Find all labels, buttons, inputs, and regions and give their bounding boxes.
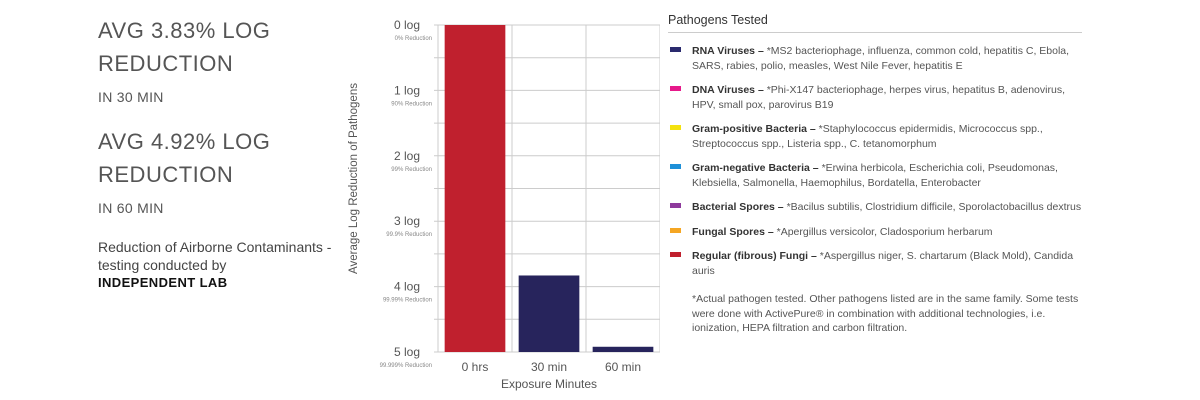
stat-30-min: AVG 3.83% LOG REDUCTION IN 30 MIN <box>98 14 348 105</box>
legend-swatch-icon <box>670 203 681 208</box>
independent-lab-label: INDEPENDENT LAB <box>98 275 228 290</box>
y-tick-label: 0 log <box>394 18 420 32</box>
y-tick-label: 5 log <box>394 345 420 359</box>
legend-item-name: RNA Viruses <box>692 45 756 57</box>
legend-item-name: Regular (fibrous) Fungi <box>692 250 809 262</box>
legend-swatch-icon <box>670 125 681 130</box>
chart-canvas: 0 log 0% Reduction 1 log 90% Reduction 2 log… <box>348 18 660 391</box>
y-tick-sublabel: 99.9% Reduction <box>386 232 432 238</box>
x-axis-title: Exposure Minutes <box>501 377 597 391</box>
legend-item: Fungal Spores – *Apergillus versicolor, … <box>668 225 1082 240</box>
bar-60-min <box>592 346 654 352</box>
log-reduction-chart: 0 log 0% Reduction 1 log 90% Reduction 2 log… <box>340 0 660 400</box>
legend-item-name: Gram-negative Bacteria <box>692 162 810 174</box>
legend-separator: – <box>808 250 820 262</box>
legend-footnote: *Actual pathogen tested. Other pathogens… <box>692 293 1079 334</box>
legend-swatch-icon <box>670 252 681 257</box>
stat-60-min: AVG 4.92% LOG REDUCTION IN 60 MIN <box>98 125 348 216</box>
bar-0-hrs <box>444 25 506 352</box>
legend-swatch-icon <box>670 47 681 52</box>
legend-item-name: Fungal Spores <box>692 225 765 238</box>
legend-item-name: DNA Viruses <box>692 84 756 96</box>
legend-separator: – <box>774 201 787 213</box>
y-tick-sublabel: 0% Reduction <box>395 36 432 42</box>
testing-note: Reduction of Airborne Contaminants - tes… <box>98 238 348 292</box>
legend-item-description: *Phi-X147 bacteriophage, herpes virus, h… <box>692 84 1065 111</box>
legend-item: Gram-positive Bacteria – *Staphylococcus… <box>668 122 1082 151</box>
legend-swatch-icon <box>670 86 681 91</box>
legend-item: RNA Viruses – *MS2 bacteriophage, influe… <box>668 44 1082 73</box>
y-tick-sublabel: 99.999% Reduction <box>380 363 432 369</box>
y-tick-label: 4 log <box>394 280 420 294</box>
legend-separator: – <box>755 84 767 96</box>
legend-list: RNA Viruses – *MS2 bacteriophage, influe… <box>668 44 1082 278</box>
x-tick-label: 60 min <box>605 360 641 374</box>
stat-title: AVG 4.92% LOG REDUCTION <box>98 129 271 187</box>
legend-item-name: Bacterial Spores <box>692 201 775 213</box>
legend-item-name: Gram-positive Bacteria <box>692 123 807 135</box>
legend-separator: – <box>806 123 819 135</box>
legend-item-description: *Bacilus subtilis, Clostridium difficile… <box>786 201 1082 213</box>
legend-item: Gram-negative Bacteria – *Erwina herbico… <box>668 161 1082 190</box>
y-tick-label: 2 log <box>394 149 420 163</box>
bar-30-min <box>518 275 580 352</box>
stat-subtitle: IN 60 MIN <box>98 200 164 216</box>
legend-item: DNA Viruses – *Phi-X147 bacteriophage, h… <box>668 83 1082 112</box>
stat-subtitle: IN 30 MIN <box>98 89 164 105</box>
legend-separator: – <box>809 162 822 174</box>
stats-panel: AVG 3.83% LOG REDUCTION IN 30 MIN AVG 4.… <box>98 14 348 292</box>
legend-separator: – <box>755 45 767 57</box>
legend-item-description: *Erwina herbicola, Escherichia coli, Pse… <box>692 162 1058 189</box>
y-tick-label: 1 log <box>394 83 420 97</box>
legend-item-description: *Apergillus versicolor, Cladosporium her… <box>776 225 993 238</box>
testing-note-text: Reduction of Airborne Contaminants - tes… <box>98 239 332 273</box>
legend-swatch-icon <box>670 227 681 233</box>
pathogens-legend: Pathogens Tested RNA Viruses – *MS2 bact… <box>668 13 1082 336</box>
y-axis-title: Average Log Reduction of Pathogens <box>348 83 360 274</box>
legend-item-description: *MS2 bacteriophage, influenza, common co… <box>692 45 1070 72</box>
y-tick-sublabel: 99.99% Reduction <box>383 298 432 304</box>
legend-item-description: *Staphylococcus epidermidis, Micrococcus… <box>692 123 1043 150</box>
x-tick-label: 30 min <box>531 360 567 374</box>
y-tick-sublabel: 90% Reduction <box>391 101 432 107</box>
stat-title: AVG 3.83% LOG REDUCTION <box>98 18 271 76</box>
y-tick-label: 3 log <box>394 214 420 228</box>
legend-title: Pathogens Tested <box>668 13 1082 33</box>
legend-separator: – <box>764 225 777 238</box>
legend-item: Bacterial Spores – *Bacilus subtilis, Cl… <box>668 200 1082 215</box>
x-tick-label: 0 hrs <box>462 360 489 374</box>
y-tick-sublabel: 99% Reduction <box>391 167 432 173</box>
legend-swatch-icon <box>670 164 681 169</box>
legend-item: Regular (fibrous) Fungi – *Aspergillus n… <box>668 249 1082 278</box>
legend-item-description: *Aspergillus niger, S. chartarum (Black … <box>692 250 1074 277</box>
